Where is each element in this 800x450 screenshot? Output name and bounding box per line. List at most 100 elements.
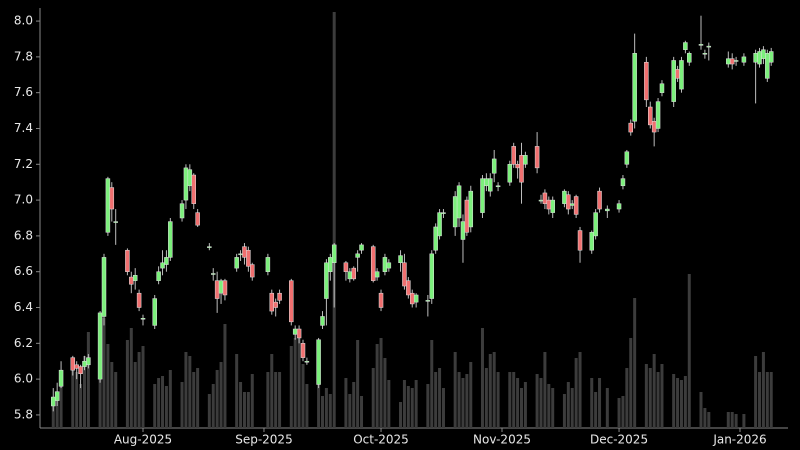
volume-bar: [484, 368, 488, 428]
candle-body: [562, 190, 567, 204]
volume-bar: [574, 358, 578, 428]
candle-body: [655, 101, 661, 129]
candle-body: [320, 316, 325, 326]
candle-body: [113, 221, 118, 223]
candle-body: [683, 42, 688, 50]
volume-bar: [765, 372, 769, 428]
volume-bar: [211, 384, 215, 428]
candle-body: [616, 203, 622, 210]
volume-bar: [488, 354, 492, 428]
candle-body: [546, 199, 552, 210]
candle-body: [429, 253, 435, 299]
volume-bar: [426, 384, 430, 428]
volume-bar: [125, 340, 129, 428]
candle-body: [207, 246, 212, 248]
volume-bar: [621, 396, 625, 428]
candle-body: [179, 203, 185, 219]
volume-bar: [430, 340, 434, 428]
y-tick-label: 7.4: [14, 121, 33, 135]
volume-bar: [305, 384, 309, 428]
candle-body: [402, 262, 407, 287]
candle-body: [218, 280, 224, 294]
candle-body: [566, 194, 571, 210]
candle-body: [433, 226, 438, 251]
x-tick-label: Oct-2025: [353, 433, 409, 447]
volume-bar: [344, 378, 348, 428]
candle-body: [534, 146, 540, 169]
volume-bar: [656, 372, 660, 428]
volume-bar: [644, 364, 648, 428]
candle-body: [58, 369, 64, 387]
volume-bar: [59, 384, 63, 428]
y-tick-label: 6.6: [14, 264, 33, 278]
volume-bar: [402, 380, 406, 428]
volume-bar: [547, 384, 551, 428]
volume-bar: [480, 328, 484, 428]
candle-body: [269, 292, 275, 312]
volume-bar: [320, 396, 324, 428]
candle-body: [495, 185, 501, 188]
volume-bar: [86, 332, 90, 428]
candle-body: [542, 192, 548, 204]
volume-bar: [71, 368, 75, 428]
volume-bar: [219, 362, 223, 428]
volume-bar: [438, 368, 442, 428]
candle-body: [156, 271, 161, 281]
volume-bar: [399, 402, 403, 428]
candle-body: [273, 301, 278, 308]
volume-bar: [246, 392, 250, 428]
candle-body: [242, 246, 247, 258]
candle-body: [632, 53, 637, 122]
volume-bar: [223, 324, 227, 428]
candle-body: [51, 396, 56, 407]
candle-body: [538, 199, 544, 202]
x-tick-label: Dec-2025: [590, 433, 648, 447]
candle-body: [624, 151, 630, 165]
candle-body: [733, 60, 739, 62]
candle-body: [597, 190, 602, 210]
volume-bar: [457, 372, 461, 428]
volume-bar: [180, 382, 184, 428]
volume-bar: [239, 382, 243, 428]
volume-bar: [110, 362, 114, 428]
volume-bar: [352, 382, 356, 428]
candle-body: [140, 318, 146, 320]
candle-body: [452, 196, 458, 228]
volume-bar: [570, 388, 574, 428]
candle-body: [97, 312, 103, 380]
volume-bar: [324, 388, 328, 428]
candle-body: [589, 232, 594, 251]
volume-bar: [754, 356, 758, 428]
volume-bar: [648, 368, 652, 428]
candle-body: [359, 244, 364, 251]
volume-bar: [543, 352, 547, 428]
candle-body: [675, 69, 680, 79]
y-tick-label: 6.8: [14, 228, 33, 242]
candle-body: [425, 300, 431, 302]
candle-body: [378, 292, 384, 308]
candle-body: [491, 158, 497, 174]
candle-body: [706, 45, 712, 48]
candle-body: [464, 199, 470, 233]
candle-body: [105, 178, 111, 233]
candle-body: [593, 212, 598, 237]
candle-body: [523, 155, 528, 165]
volume-bar: [652, 354, 656, 428]
candle-body: [331, 244, 337, 264]
candle-body: [413, 294, 419, 303]
y-tick-label: 6.4: [14, 300, 33, 314]
volume-bar: [289, 346, 293, 428]
candle-body: [698, 44, 704, 46]
volume-bar: [726, 412, 730, 428]
candle-body: [569, 203, 575, 206]
candle-body: [741, 56, 747, 63]
candle-body: [54, 391, 60, 401]
volume-bar: [496, 372, 500, 428]
candle-body: [250, 264, 255, 278]
volume-bar: [360, 396, 364, 428]
candle-body: [374, 271, 380, 278]
y-tick-label: 7.6: [14, 85, 33, 99]
volume-bar: [356, 340, 360, 428]
volume-bar: [660, 364, 664, 428]
candle-body: [768, 51, 774, 63]
